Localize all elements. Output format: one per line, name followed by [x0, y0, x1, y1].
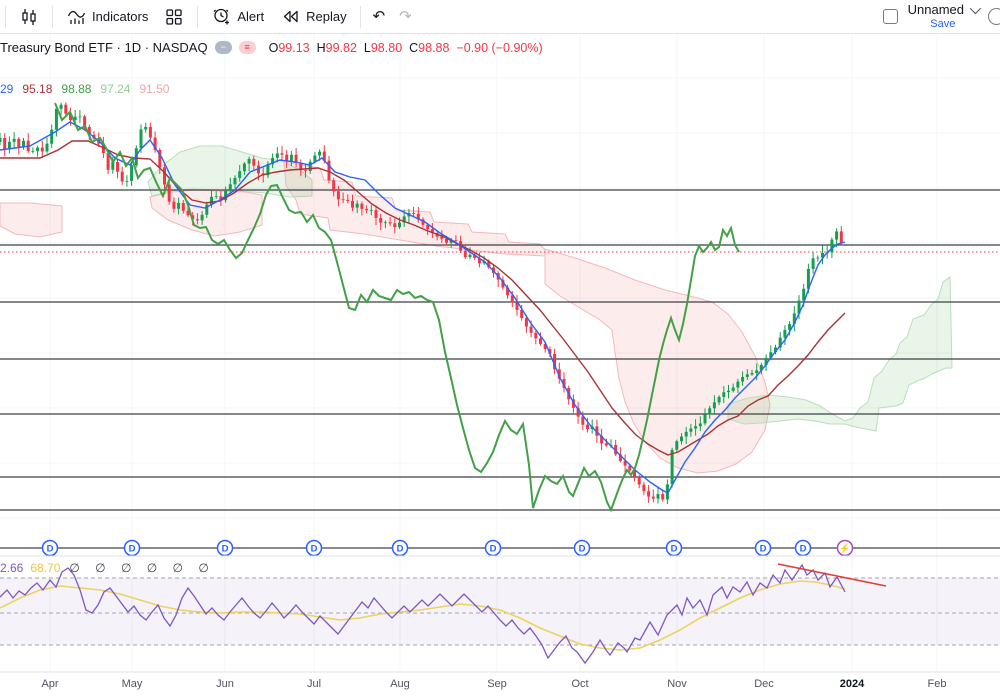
ohlc-value: 98.80 — [370, 40, 403, 55]
svg-text:D: D — [490, 544, 497, 555]
save-button[interactable]: Save — [930, 17, 956, 30]
ohlc-key: L — [363, 40, 371, 55]
time-axis-label: Aug — [390, 678, 410, 690]
top-toolbar: Indicators Alert Replay ↶ ↷ — [0, 0, 1000, 34]
svg-text:⚡: ⚡ — [839, 543, 850, 555]
rsi-pane[interactable] — [0, 555, 1000, 665]
ohlc-value: 99.82 — [325, 40, 357, 55]
cloud-sync-icon[interactable] — [988, 7, 1000, 25]
indicators-icon — [66, 7, 86, 27]
svg-text:D: D — [760, 544, 767, 555]
rsi-ma-line — [0, 580, 846, 651]
alert-clock-icon — [211, 7, 231, 27]
ohlc-key: C — [409, 40, 419, 55]
replay-button[interactable]: Replay — [272, 3, 354, 31]
time-axis[interactable]: Apr May Jun Jul Aug Sep Oct Nov Dec 2024 Feb — [0, 678, 1000, 700]
layout-menu[interactable]: Unnamed Save — [907, 2, 982, 30]
svg-text:D: D — [671, 544, 678, 555]
layout-name: Unnamed — [907, 2, 964, 18]
ichimoku-value: 97.24 — [100, 82, 131, 96]
symbol-menu-pill-icon[interactable]: ≡ — [238, 41, 256, 54]
ichimoku-value: 95.18 — [22, 82, 53, 96]
rsi-value: 68.70 — [30, 561, 61, 575]
symbol-legend[interactable]: Treasury Bond ETF · 1D · NASDAQ − ≡ O99.… — [0, 40, 543, 55]
hide-symbol-pill-icon[interactable]: − — [214, 41, 232, 54]
ohlc-value: 99.13 — [278, 40, 310, 55]
indicators-button[interactable]: Indicators — [58, 3, 156, 31]
ohlc-key: H — [316, 40, 326, 55]
grid-lines — [0, 33, 1000, 672]
alert-label: Alert — [237, 9, 265, 24]
svg-text:D: D — [222, 544, 229, 555]
ohlc-key: O — [268, 40, 279, 55]
indicator-templates-button[interactable] — [156, 3, 192, 31]
ohlc-value: 98.88 — [418, 40, 450, 55]
change-value: −0.90 (−0.90%) — [456, 40, 543, 55]
time-axis-label: Jul — [306, 678, 322, 690]
time-axis-label: Apr — [41, 678, 59, 690]
candles-layer — [0, 102, 843, 505]
symbol-title[interactable]: Treasury Bond ETF · 1D · NASDAQ — [0, 40, 208, 55]
chikou-line — [54, 102, 740, 513]
ohlc-values: O99.13 H99.82 L98.80 C98.88 — [269, 41, 450, 55]
time-axis-label: Feb — [927, 678, 947, 690]
time-axis-label: Oct — [571, 678, 589, 690]
time-axis-label: May — [121, 678, 143, 690]
ichimoku-value: 91.50 — [139, 82, 170, 96]
time-axis-label: Jun — [216, 678, 234, 690]
replay-label: Replay — [306, 9, 347, 24]
svg-text:D: D — [129, 544, 136, 555]
time-axis-strip[interactable] — [0, 672, 1000, 700]
rsi-trendline[interactable] — [777, 563, 887, 587]
ichimoku-value: 98.88 — [61, 82, 92, 96]
ichimoku-cloud — [0, 145, 953, 474]
ichimoku-legend[interactable]: 29 95.18 98.88 97.24 91.50 — [0, 82, 169, 96]
chevron-down-icon — [969, 3, 982, 15]
svg-text:D: D — [579, 544, 586, 555]
grid-templates-icon — [164, 7, 184, 27]
ichimoku-value: 29 — [0, 82, 14, 96]
toolbar-separator — [5, 5, 6, 28]
svg-text:D: D — [397, 544, 404, 555]
svg-text:D: D — [311, 544, 318, 555]
layout-checkbox-icon[interactable] — [882, 8, 898, 24]
rsi-line — [0, 563, 846, 665]
time-axis-label: Dec — [754, 678, 774, 690]
svg-text:D: D — [47, 544, 54, 555]
rsi-legend[interactable]: 2.66 68.70 ∅ ∅ ∅ ∅ ∅ ∅ — [0, 561, 215, 575]
toolbar-separator — [52, 5, 53, 28]
time-axis-label: Nov — [667, 678, 687, 690]
horizontal-price-lines[interactable] — [0, 189, 1000, 511]
alert-button[interactable]: Alert — [203, 3, 272, 31]
time-axis-label: 2024 — [839, 678, 865, 690]
undo-icon[interactable]: ↶ — [372, 8, 386, 25]
toolbar-right-group: Unnamed Save — [882, 2, 1000, 30]
rsi-value: 2.66 — [0, 561, 24, 575]
candlestick-style-icon — [19, 7, 39, 27]
dividend-axis[interactable]: D D D D D D D D D D ⚡ — [0, 539, 1000, 557]
redo-icon[interactable]: ↷ — [399, 8, 412, 25]
chart-style-button[interactable] — [11, 3, 47, 31]
toolbar-separator — [359, 5, 361, 28]
time-axis-label: Sep — [487, 678, 507, 690]
indicators-label: Indicators — [92, 9, 149, 24]
replay-rewind-icon — [280, 7, 300, 27]
toolbar-separator — [197, 5, 199, 28]
svg-text:D: D — [800, 544, 807, 555]
rsi-empty-values: ∅ ∅ ∅ ∅ ∅ ∅ — [69, 561, 215, 575]
kijun-line — [0, 140, 846, 456]
